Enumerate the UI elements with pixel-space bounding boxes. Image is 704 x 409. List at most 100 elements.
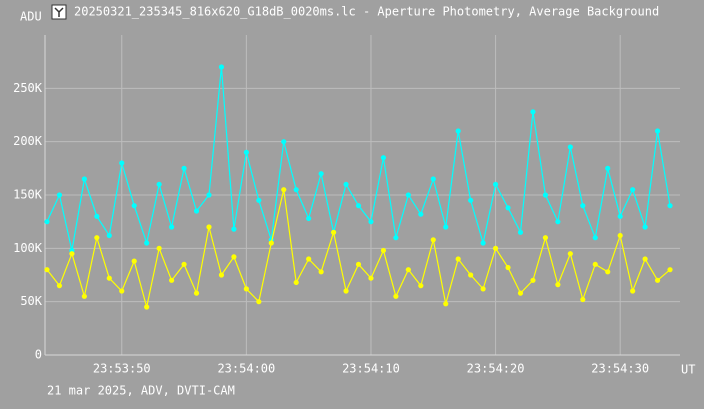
y-tick-label: 50K bbox=[20, 294, 42, 308]
title-icon bbox=[51, 4, 67, 20]
x-tick-label: 23:54:10 bbox=[342, 362, 400, 376]
data-point bbox=[468, 197, 474, 203]
data-point bbox=[193, 290, 200, 296]
data-point bbox=[505, 205, 511, 211]
data-point bbox=[605, 165, 611, 171]
data-point bbox=[580, 296, 586, 303]
data-point bbox=[555, 282, 561, 288]
data-point bbox=[106, 275, 112, 281]
data-point bbox=[443, 301, 449, 307]
data-point bbox=[530, 109, 536, 115]
data-point bbox=[169, 224, 175, 230]
x-tick-label: 23:54:20 bbox=[467, 362, 525, 376]
data-point bbox=[368, 219, 374, 225]
data-point bbox=[306, 215, 312, 222]
data-point bbox=[380, 155, 387, 161]
x-tick-label: 23:54:30 bbox=[591, 362, 649, 376]
data-point bbox=[630, 288, 636, 294]
data-point bbox=[492, 181, 499, 187]
data-point bbox=[517, 290, 524, 296]
data-point bbox=[156, 181, 162, 187]
data-point bbox=[243, 286, 249, 292]
data-point bbox=[256, 197, 262, 203]
data-point bbox=[592, 235, 598, 241]
x-axis-label: UT bbox=[681, 363, 695, 377]
data-point bbox=[368, 275, 374, 281]
data-point bbox=[268, 240, 274, 246]
data-point bbox=[81, 293, 87, 299]
data-point bbox=[206, 192, 212, 198]
data-point bbox=[555, 219, 561, 225]
data-point bbox=[144, 304, 150, 310]
data-point bbox=[654, 128, 661, 134]
data-point bbox=[542, 235, 549, 241]
data-point bbox=[443, 224, 449, 230]
x-tick-label: 23:53:50 bbox=[93, 362, 151, 376]
series-line bbox=[46, 66, 671, 251]
data-point bbox=[567, 251, 573, 257]
data-point bbox=[231, 226, 237, 232]
data-point bbox=[455, 128, 461, 134]
data-point bbox=[380, 247, 387, 254]
data-point bbox=[592, 261, 598, 267]
data-point bbox=[517, 229, 524, 235]
y-tick-label: 100K bbox=[13, 241, 43, 255]
data-point bbox=[330, 229, 337, 235]
data-point bbox=[144, 240, 150, 246]
data-point bbox=[355, 261, 362, 267]
data-point bbox=[193, 208, 200, 214]
data-point bbox=[243, 149, 249, 155]
data-point bbox=[617, 213, 623, 219]
data-point bbox=[94, 213, 100, 219]
y-tick-label: 0 bbox=[35, 348, 42, 362]
data-point bbox=[44, 219, 50, 225]
x-tick-label: 23:54:00 bbox=[217, 362, 275, 376]
data-point bbox=[430, 237, 436, 243]
data-point bbox=[81, 176, 87, 182]
data-point bbox=[56, 283, 63, 289]
footer: 21 mar 2025, ADV, DVTI-CAM bbox=[47, 384, 235, 398]
data-point bbox=[580, 203, 586, 209]
data-point bbox=[405, 267, 411, 273]
data-point bbox=[418, 211, 424, 217]
y-axis-label: ADU bbox=[20, 10, 42, 24]
data-point bbox=[181, 261, 187, 267]
data-point bbox=[206, 224, 212, 230]
data-point bbox=[667, 267, 673, 273]
data-point bbox=[455, 256, 461, 262]
data-point bbox=[667, 203, 673, 209]
data-point bbox=[642, 224, 648, 230]
data-point bbox=[530, 277, 536, 283]
data-point bbox=[218, 272, 225, 278]
data-point bbox=[654, 277, 661, 283]
data-point bbox=[605, 269, 611, 275]
data-point bbox=[69, 251, 75, 257]
y-tick-label: 250K bbox=[13, 81, 43, 95]
y-tick-label: 200K bbox=[13, 134, 43, 148]
chart-title: 20250321_235345_816x620_G18dB_0020ms.lc … bbox=[74, 5, 659, 19]
data-point bbox=[156, 245, 162, 251]
data-point bbox=[293, 279, 299, 286]
data-point bbox=[617, 232, 623, 239]
data-point bbox=[318, 269, 324, 275]
data-point bbox=[430, 176, 436, 182]
data-point bbox=[480, 286, 486, 292]
data-point bbox=[542, 192, 549, 198]
data-point bbox=[106, 232, 112, 239]
data-point bbox=[56, 192, 63, 198]
data-point bbox=[405, 192, 411, 198]
data-point bbox=[318, 171, 324, 177]
data-point bbox=[306, 256, 312, 262]
y-tick-label: 150K bbox=[13, 188, 43, 202]
data-point bbox=[480, 240, 486, 246]
data-point bbox=[231, 254, 237, 260]
data-point bbox=[281, 139, 287, 145]
data-point bbox=[567, 144, 573, 150]
data-point bbox=[131, 258, 137, 264]
data-point bbox=[393, 235, 399, 241]
data-point bbox=[630, 187, 636, 193]
data-point bbox=[355, 203, 362, 209]
data-point bbox=[119, 160, 125, 166]
data-point bbox=[343, 288, 349, 294]
